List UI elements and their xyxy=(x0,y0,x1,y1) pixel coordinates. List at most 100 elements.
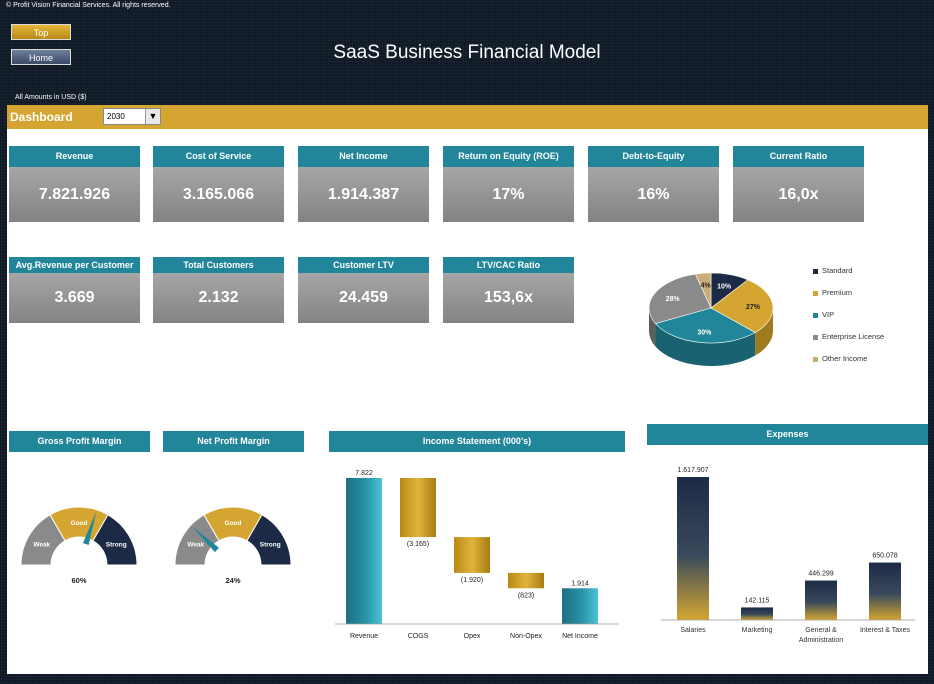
waterfall-bar xyxy=(562,588,598,624)
gauge-band xyxy=(246,514,292,566)
expense-category-label: Salaries xyxy=(680,627,706,634)
waterfall-category-label: Revenue xyxy=(350,633,378,640)
gross-margin-header: Gross Profit Margin xyxy=(9,431,150,452)
waterfall-value-label: (823) xyxy=(518,592,534,599)
copyright-text: © Profit Vision Financial Services. All … xyxy=(6,2,171,9)
waterfall-bar xyxy=(508,572,544,589)
gauge-needle xyxy=(82,511,97,546)
income-statement-waterfall-chart: 7.822 Revenue (3.165) COGS (1.920) Opex (823) N… xyxy=(335,470,619,640)
legend-swatch xyxy=(813,290,818,296)
expense-value-label: 650.078 xyxy=(872,553,897,560)
dashboard-panel: Dashboard 2030 ▼ Revenue 7.821.926 Cost … xyxy=(7,105,928,674)
kpi-total-customers: Total Customers 2.132 xyxy=(153,257,284,323)
expenses-header: Expenses xyxy=(647,424,928,445)
year-select-value: 2030 xyxy=(107,112,125,121)
gauge-band-label: Weak xyxy=(33,542,50,549)
income-statement-header: Income Statement (000's) xyxy=(329,431,625,452)
gross-profit-margin-gauge: Weak Good Strong 60% xyxy=(20,506,138,585)
legend-swatch xyxy=(813,356,818,362)
waterfall-value-label: (3.165) xyxy=(407,541,429,548)
kpi-label: Cost of Service xyxy=(153,146,284,167)
pie-value-label: 10% xyxy=(717,283,732,290)
pie-value-label: 28% xyxy=(666,296,681,303)
kpi-label: LTV/CAC Ratio xyxy=(443,257,574,273)
page-title: SaaS Business Financial Model xyxy=(333,42,601,63)
home-button[interactable]: Home xyxy=(11,49,71,65)
legend-label: Enterprise License xyxy=(822,332,885,341)
top-button[interactable]: Top xyxy=(11,24,71,40)
kpi-label: Return on Equity (ROE) xyxy=(443,146,574,167)
dropdown-arrow-icon[interactable]: ▼ xyxy=(145,109,160,124)
kpi-value: 16% xyxy=(588,167,719,222)
kpi-label: Customer LTV xyxy=(298,257,429,273)
waterfall-category-label: Net Income xyxy=(562,633,598,640)
kpi-customer-ltv: Customer LTV 24.459 xyxy=(298,257,429,323)
legend-swatch xyxy=(813,268,818,274)
kpi-value: 24.459 xyxy=(298,273,429,323)
pie-slice-side xyxy=(755,308,773,356)
legend-label: Other Income xyxy=(822,354,868,363)
gauge-band-label: Good xyxy=(71,520,88,527)
expense-value-label: 1.617.907 xyxy=(677,467,708,474)
expense-category-label: Marketing xyxy=(742,627,773,634)
waterfall-bar xyxy=(454,537,490,573)
dashboard-bar: Dashboard 2030 ▼ xyxy=(7,105,928,129)
kpi-label: Total Customers xyxy=(153,257,284,273)
expense-bar xyxy=(805,580,837,620)
kpi-value: 1.914.387 xyxy=(298,167,429,222)
kpi-value: 16,0x xyxy=(733,167,864,222)
kpi-revenue: Revenue 7.821.926 xyxy=(9,146,140,222)
gauge-band-label: Strong xyxy=(260,542,281,549)
pie-value-label: 4% xyxy=(701,282,712,289)
net-margin-header: Net Profit Margin xyxy=(163,431,304,452)
legend-label: Standard xyxy=(822,266,853,275)
net-profit-margin-gauge: Weak Good Strong 24% xyxy=(174,506,292,585)
gauge-value-label: 60% xyxy=(71,576,86,585)
waterfall-category-label: Opex xyxy=(464,633,481,640)
kpi-label: Current Ratio xyxy=(733,146,864,167)
legend-item: VIP xyxy=(813,310,834,319)
customer-mix-pie-chart: 10% 27% 30% 28% 4% xyxy=(648,272,774,366)
gauge-needle xyxy=(192,526,220,553)
kpi-ltv-cac-ratio: LTV/CAC Ratio 153,6x xyxy=(443,257,574,323)
gauge-band-label: Weak xyxy=(187,542,204,549)
kpi-label: Debt-to-Equity xyxy=(588,146,719,167)
gauge-band-label: Strong xyxy=(106,542,127,549)
legend-swatch xyxy=(813,312,818,318)
legend-item: Other Income xyxy=(813,354,867,363)
kpi-roe: Return on Equity (ROE) 17% xyxy=(443,146,574,222)
year-select[interactable]: 2030 ▼ xyxy=(103,108,161,125)
expense-bar xyxy=(677,477,709,620)
kpi-label: Avg.Revenue per Customer xyxy=(9,257,140,273)
waterfall-bar xyxy=(400,478,436,538)
waterfall-category-label: Non-Opex xyxy=(510,633,542,640)
pie-slice-side xyxy=(649,308,656,347)
pie-slice xyxy=(710,279,774,333)
kpi-value: 17% xyxy=(443,167,574,222)
pie-slice xyxy=(694,272,712,309)
kpi-value: 7.821.926 xyxy=(9,167,140,222)
currency-note: All Amounts in USD ($) xyxy=(15,94,87,101)
expense-category-label: General & xyxy=(805,627,837,634)
legend-item: Premium xyxy=(813,288,852,297)
expense-bar xyxy=(869,562,901,620)
kpi-cost-of-service: Cost of Service 3.165.066 xyxy=(153,146,284,222)
dashboard-label: Dashboard xyxy=(10,110,73,124)
gauge-band xyxy=(92,514,138,566)
kpi-avg-revenue-per-customer: Avg.Revenue per Customer 3.669 xyxy=(9,257,140,323)
expense-bar xyxy=(741,607,773,620)
waterfall-value-label: (1.920) xyxy=(461,577,483,584)
kpi-value: 2.132 xyxy=(153,273,284,323)
expenses-bar-chart: 1.617.907 Salaries 142.115 Marketing 446.299… xyxy=(661,467,915,644)
expense-category-label: Administration xyxy=(799,637,843,644)
legend-swatch xyxy=(813,334,818,340)
waterfall-category-label: COGS xyxy=(408,633,429,640)
legend-label: VIP xyxy=(822,310,835,319)
legend-label: Premium xyxy=(822,288,853,297)
kpi-current-ratio: Current Ratio 16,0x xyxy=(733,146,864,222)
expense-value-label: 142.115 xyxy=(745,597,770,604)
legend-item: Standard xyxy=(813,266,852,275)
kpi-value: 3.165.066 xyxy=(153,167,284,222)
pie-value-label: 27% xyxy=(746,304,761,311)
gauge-band-label: Good xyxy=(225,520,242,527)
